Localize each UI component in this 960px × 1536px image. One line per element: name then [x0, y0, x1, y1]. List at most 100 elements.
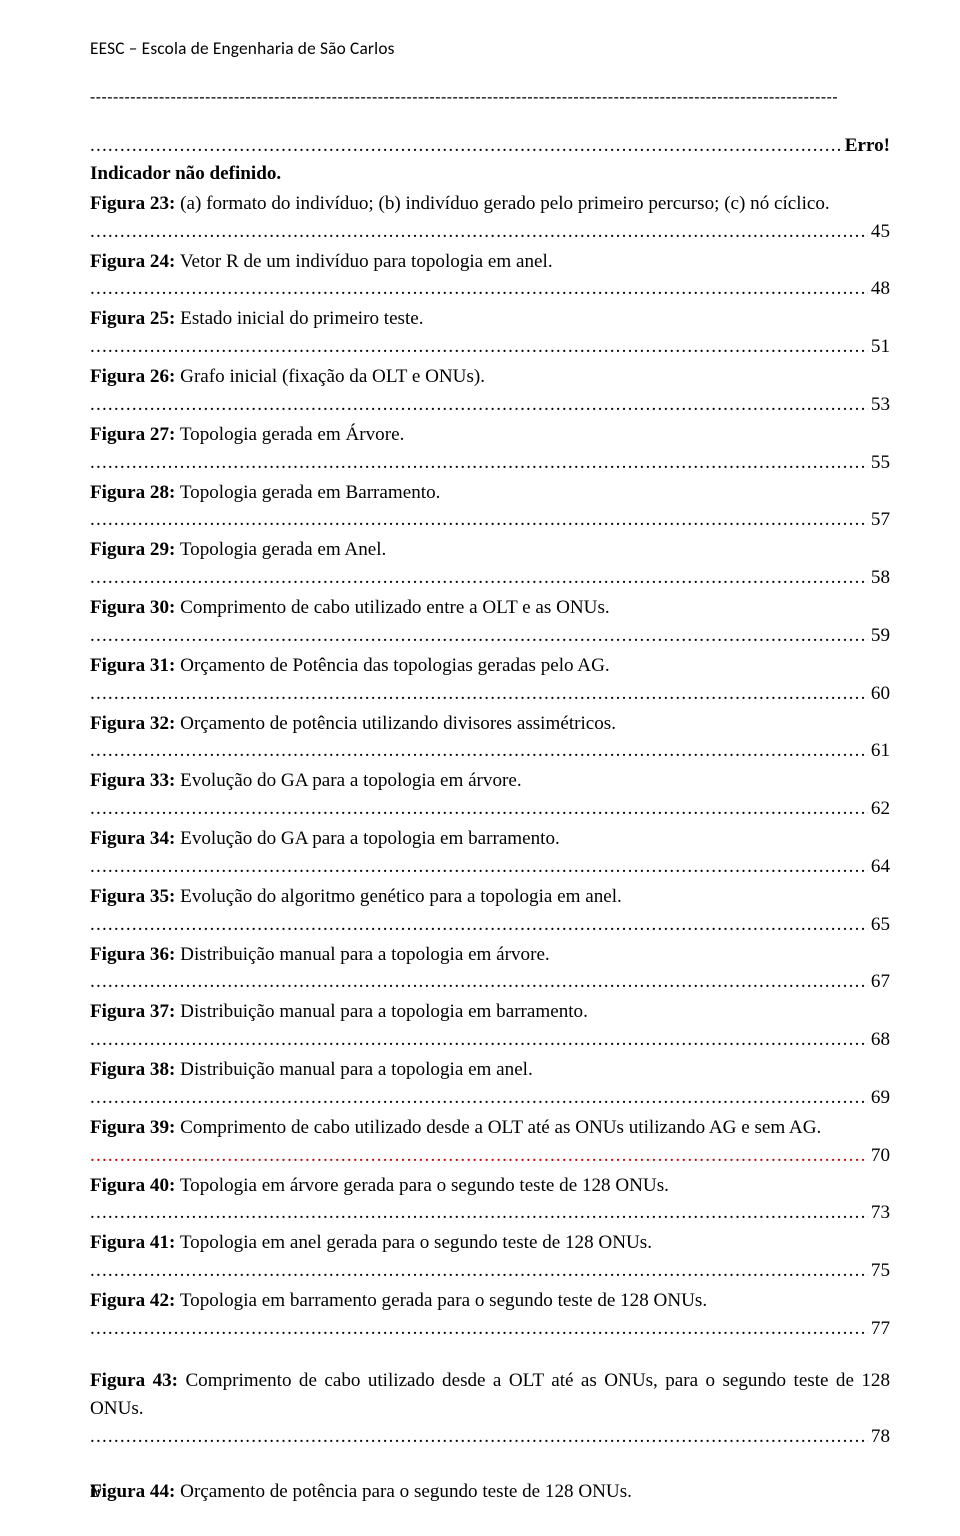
- figure-text: Estado inicial do primeiro teste.: [175, 308, 423, 329]
- leader-dots: [90, 1026, 868, 1054]
- list-item: Figura 44: Orçamento de potência para o …: [90, 1478, 890, 1506]
- leader-dots: [90, 132, 841, 160]
- page-number: 53: [868, 391, 890, 419]
- horizontal-divider: ----------------------------------------…: [90, 87, 890, 108]
- list-item: Figura 35: Evolução do algoritmo genétic…: [90, 883, 890, 939]
- page-number: 64: [868, 853, 890, 881]
- page-number: 67: [868, 968, 890, 996]
- page-number: 48: [868, 275, 890, 303]
- page-number: 65: [868, 911, 890, 939]
- leader-dots: [90, 680, 868, 708]
- figure-label: Figura 33:: [90, 770, 175, 791]
- leader-dots: [90, 564, 868, 592]
- leader-dots: [90, 1142, 868, 1170]
- figure-text: Vetor R de um indivíduo para topologia e…: [175, 251, 552, 272]
- leader-dots: [90, 506, 868, 534]
- leader-dots: [90, 449, 868, 477]
- page-number: 58: [868, 564, 890, 592]
- page-number: 73: [868, 1199, 890, 1227]
- page-number: 62: [868, 795, 890, 823]
- figure-label: Figura 30:: [90, 597, 175, 618]
- leader-dots: [90, 1423, 868, 1451]
- list-item: Figura 41: Topologia em anel gerada para…: [90, 1229, 890, 1285]
- page-number: 78: [868, 1423, 890, 1451]
- leader-dots: [90, 333, 868, 361]
- figure-text: Orçamento de Potência das topologias ger…: [175, 655, 609, 676]
- list-item: Figura 26: Grafo inicial (fixação da OLT…: [90, 363, 890, 419]
- figure-text: Topologia em barramento gerada para o se…: [175, 1290, 707, 1311]
- leader-dots: [90, 737, 868, 765]
- leader-dots: [90, 275, 868, 303]
- list-item: Figura 24: Vetor R de um indivíduo para …: [90, 248, 890, 304]
- figure-text: Evolução do algoritmo genético para a to…: [175, 886, 621, 907]
- page-header: EESC – Escola de Engenharia de São Carlo…: [90, 38, 890, 59]
- page-number: 57: [868, 506, 890, 534]
- figure-text: Topologia gerada em Árvore.: [175, 424, 404, 445]
- page-number: 61: [868, 737, 890, 765]
- figure-text: Distribuição manual para a topologia em …: [175, 1001, 588, 1022]
- figure-text: Distribuição manual para a topologia em …: [175, 944, 549, 965]
- list-item: Figura 43: Comprimento de cabo utilizado…: [90, 1367, 890, 1451]
- leader-dots: [90, 853, 868, 881]
- entry-error: Erro! Indicador não definido.: [90, 132, 890, 188]
- figure-label: Figura 31:: [90, 655, 175, 676]
- page-number: 45: [868, 218, 890, 246]
- list-item: Figura 37: Distribuição manual para a to…: [90, 998, 890, 1054]
- list-item: Figura 40: Topologia em árvore gerada pa…: [90, 1172, 890, 1228]
- leader-dots: [90, 1315, 868, 1343]
- list-item: Figura 34: Evolução do GA para a topolog…: [90, 825, 890, 881]
- figure-text: Topologia em anel gerada para o segundo …: [175, 1232, 652, 1253]
- list-item: Figura 39: Comprimento de cabo utilizado…: [90, 1114, 890, 1170]
- figure-text: Orçamento de potência utilizando divisor…: [175, 713, 616, 734]
- page-number: 68: [868, 1026, 890, 1054]
- page-number: 59: [868, 622, 890, 650]
- figure-text: Distribuição manual para a topologia em …: [175, 1059, 532, 1080]
- list-item: Figura 32: Orçamento de potência utiliza…: [90, 710, 890, 766]
- page-footer-number: iv: [90, 1481, 102, 1502]
- figure-label: Figura 42:: [90, 1290, 175, 1311]
- figure-text: Topologia em árvore gerada para o segund…: [175, 1175, 669, 1196]
- figure-label: Figura 37:: [90, 1001, 175, 1022]
- figure-text: Comprimento de cabo utilizado desde a OL…: [90, 1370, 890, 1419]
- figure-label: Figura 23:: [90, 193, 175, 214]
- list-item: Figura 42: Topologia em barramento gerad…: [90, 1287, 890, 1343]
- figure-text: Topologia gerada em Anel.: [175, 539, 386, 560]
- leader-dots: [90, 1199, 868, 1227]
- list-item: Figura 38: Distribuição manual para a to…: [90, 1056, 890, 1112]
- leader-dots: [90, 911, 868, 939]
- figure-label: Figura 43:: [90, 1370, 178, 1391]
- page-number: 51: [868, 333, 890, 361]
- figure-label: Figura 35:: [90, 886, 175, 907]
- leader-dots: [90, 795, 868, 823]
- list-item: Figura 36: Distribuição manual para a to…: [90, 941, 890, 997]
- list-item: Figura 29: Topologia gerada em Anel. 58: [90, 536, 890, 592]
- figure-label: Figura 36:: [90, 944, 175, 965]
- figure-label: Figura 27:: [90, 424, 175, 445]
- figure-text: Evolução do GA para a topologia em árvor…: [175, 770, 521, 791]
- figure-label: Figura 29:: [90, 539, 175, 560]
- list-item: Figura 25: Estado inicial do primeiro te…: [90, 305, 890, 361]
- figure-label: Figura 28:: [90, 482, 175, 503]
- figure-text: Topologia gerada em Barramento.: [175, 482, 440, 503]
- figure-text: Grafo inicial (fixação da OLT e ONUs).: [175, 366, 485, 387]
- figure-text: Evolução do GA para a topologia em barra…: [175, 828, 559, 849]
- figure-label: Figura 39:: [90, 1117, 175, 1138]
- leader-dots: [90, 1257, 868, 1285]
- list-item: Figura 23: (a) formato do indivíduo; (b)…: [90, 190, 890, 246]
- figure-label: Figura 41:: [90, 1232, 175, 1253]
- list-item: Figura 33: Evolução do GA para a topolog…: [90, 767, 890, 823]
- leader-dots: [90, 968, 868, 996]
- list-item: Figura 30: Comprimento de cabo utilizado…: [90, 594, 890, 650]
- page-number: 75: [868, 1257, 890, 1285]
- figure-label: Figura 34:: [90, 828, 175, 849]
- error-continuation: Indicador não definido.: [90, 163, 281, 184]
- leader-dots: [90, 1084, 868, 1112]
- list-of-figures: Erro! Indicador não definido. Figura 23:…: [90, 132, 890, 1506]
- leader-dots: [90, 218, 868, 246]
- page-number: 77: [868, 1315, 890, 1343]
- figure-text: Comprimento de cabo utilizado entre a OL…: [175, 597, 609, 618]
- leader-dots: [90, 391, 868, 419]
- figure-text: Orçamento de potência para o segundo tes…: [175, 1481, 632, 1502]
- figure-label: Figura 44:: [90, 1481, 175, 1502]
- leader-dots: [90, 622, 868, 650]
